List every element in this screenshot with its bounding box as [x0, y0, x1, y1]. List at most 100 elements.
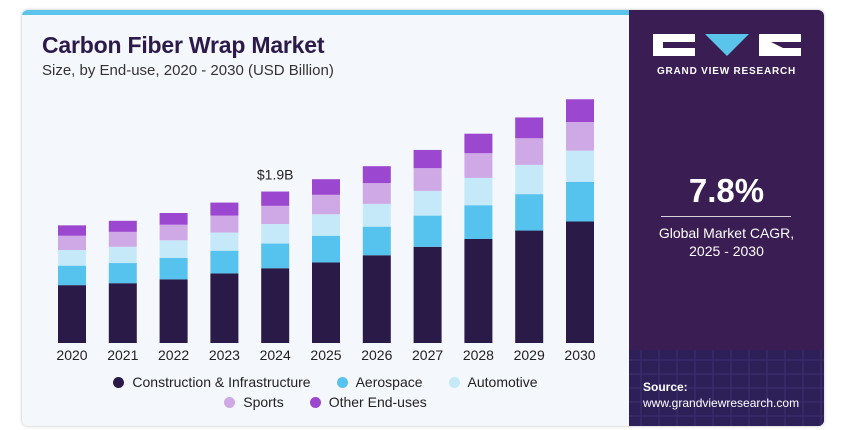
- brand-name: GRAND VIEW RESEARCH: [656, 66, 797, 77]
- bar-segment-2024-1: [261, 243, 290, 269]
- bar-segment-2022-3: [159, 224, 188, 241]
- bar-segment-2025-1: [312, 235, 340, 263]
- bar-segment-2021-2: [108, 246, 137, 264]
- cagr-label-line2: 2025 - 2030: [689, 243, 764, 259]
- bar-segment-2020-1: [58, 265, 86, 286]
- bar-segment-2028-0: [464, 239, 493, 343]
- bar-segment-2020-4: [58, 225, 86, 236]
- bar-segment-2021-0: [108, 283, 137, 343]
- grand-view-research-logo-icon: [653, 34, 801, 56]
- bar-segment-2026-0: [362, 255, 391, 343]
- bar-segment-2023-2: [210, 232, 239, 251]
- bar-segment-2027-1: [413, 215, 442, 247]
- value-annotation: $1.9B: [257, 167, 294, 183]
- sidebar-panel: GRAND VIEW RESEARCH 7.8% Global Market C…: [629, 10, 824, 426]
- legend-swatch: [336, 376, 348, 388]
- source-label: Source:: [643, 380, 688, 394]
- bar-segment-2023-3: [210, 215, 239, 233]
- bar-segment-2029-2: [515, 164, 544, 195]
- bar-segment-2028-4: [464, 133, 493, 154]
- bar-segment-2022-2: [159, 240, 188, 258]
- legend-label: Sports: [243, 394, 284, 410]
- bar-segment-2030-1: [566, 181, 594, 222]
- x-tick-label: 2029: [514, 347, 545, 363]
- bar-segment-2027-2: [413, 190, 442, 216]
- bar-segment-2029-3: [515, 138, 544, 165]
- cagr-label: Global Market CAGR, 2025 - 2030: [629, 224, 824, 260]
- bar-segment-2030-0: [566, 221, 594, 343]
- bar-segment-2030-2: [566, 150, 594, 182]
- bar-segment-2022-4: [159, 213, 188, 225]
- legend-item: Other End-uses: [309, 394, 427, 410]
- bar-segment-2020-2: [58, 250, 86, 266]
- accent-bar: [22, 10, 629, 15]
- bar-segment-2026-4: [362, 166, 391, 184]
- x-tick-label: 2021: [107, 347, 138, 363]
- x-tick-label: 2023: [209, 347, 240, 363]
- bar-segment-2026-1: [362, 226, 391, 256]
- bar-segment-2027-3: [413, 168, 442, 191]
- bar-segment-2026-2: [362, 203, 391, 227]
- bar-segment-2028-2: [464, 177, 493, 206]
- bar-segment-2029-4: [515, 117, 544, 139]
- bar-segment-2029-1: [515, 194, 544, 231]
- legend-swatch: [224, 396, 236, 408]
- legend-label: Automotive: [467, 374, 538, 390]
- legend-swatch: [113, 376, 125, 388]
- x-tick-label: 2022: [158, 347, 189, 363]
- x-tick-label: 2028: [463, 347, 494, 363]
- x-tick-label: 2030: [564, 347, 595, 363]
- x-tick-label: 2024: [260, 347, 291, 363]
- legend-swatch: [448, 376, 460, 388]
- x-tick-label: 2027: [412, 347, 443, 363]
- bar-segment-2021-4: [108, 220, 137, 232]
- x-tick-label: 2025: [310, 347, 341, 363]
- legend-label: Aerospace: [355, 374, 423, 390]
- x-tick-label: 2026: [361, 347, 392, 363]
- grid-pattern: [629, 350, 824, 426]
- legend-item: Automotive: [448, 374, 538, 390]
- bar-segment-2020-0: [58, 285, 86, 343]
- chart-panel: Carbon Fiber Wrap Market Size, by End-us…: [22, 10, 629, 426]
- bar-segment-2030-3: [566, 122, 594, 151]
- bar-segment-2025-3: [312, 194, 340, 215]
- bar-segment-2024-4: [261, 191, 290, 206]
- bar-segment-2030-4: [566, 99, 594, 122]
- bar-segment-2025-2: [312, 214, 340, 236]
- bar-segment-2025-0: [312, 262, 340, 343]
- bar-segment-2022-1: [159, 257, 188, 280]
- bar-segment-2026-3: [362, 183, 391, 204]
- legend-item: Aerospace: [336, 374, 423, 390]
- chart-subtitle: Size, by End-use, 2020 - 2030 (USD Billi…: [42, 62, 334, 79]
- x-tick-label: 2020: [56, 347, 87, 363]
- bar-segment-2022-0: [159, 279, 188, 343]
- bar-segment-2020-3: [58, 235, 86, 251]
- bar-segment-2024-0: [261, 268, 290, 343]
- cagr-value: 7.8%: [688, 172, 765, 209]
- bar-segment-2023-4: [210, 202, 239, 216]
- bar-segment-2021-3: [108, 231, 137, 247]
- bar-segment-2027-0: [413, 246, 442, 343]
- stacked-bar-chart: 2020 2021 2022 2023 2024 $1.9B 2025 2026 2027 202…: [56, 99, 596, 363]
- legend-swatch: [309, 396, 321, 408]
- bar-segment-2024-2: [261, 224, 290, 244]
- bar-segment-2024-3: [261, 205, 290, 225]
- chart-card: Carbon Fiber Wrap Market Size, by End-us…: [22, 10, 824, 426]
- legend-item: Construction & Infrastructure: [113, 374, 311, 390]
- bar-segment-2021-1: [108, 263, 137, 284]
- bar-segment-2025-4: [312, 179, 340, 195]
- divider: [661, 216, 791, 217]
- legend-row: Sports Other End-uses: [22, 394, 629, 410]
- chart-legend: Construction & Infrastructure Aerospace Au…: [22, 374, 629, 414]
- source-link[interactable]: www.grandviewresearch.com: [643, 396, 800, 410]
- cagr-label-line1: Global Market CAGR,: [658, 225, 795, 241]
- bar-segment-2028-3: [464, 153, 493, 178]
- bar-segment-2029-0: [515, 230, 544, 343]
- bar-segment-2028-1: [464, 205, 493, 239]
- legend-label: Other End-uses: [328, 394, 427, 410]
- legend-row: Construction & Infrastructure Aerospace Au…: [22, 374, 629, 390]
- chart-title: Carbon Fiber Wrap Market: [42, 32, 325, 58]
- bar-segment-2023-1: [210, 250, 239, 274]
- legend-label: Construction & Infrastructure: [132, 374, 311, 390]
- bar-segment-2023-0: [210, 273, 239, 343]
